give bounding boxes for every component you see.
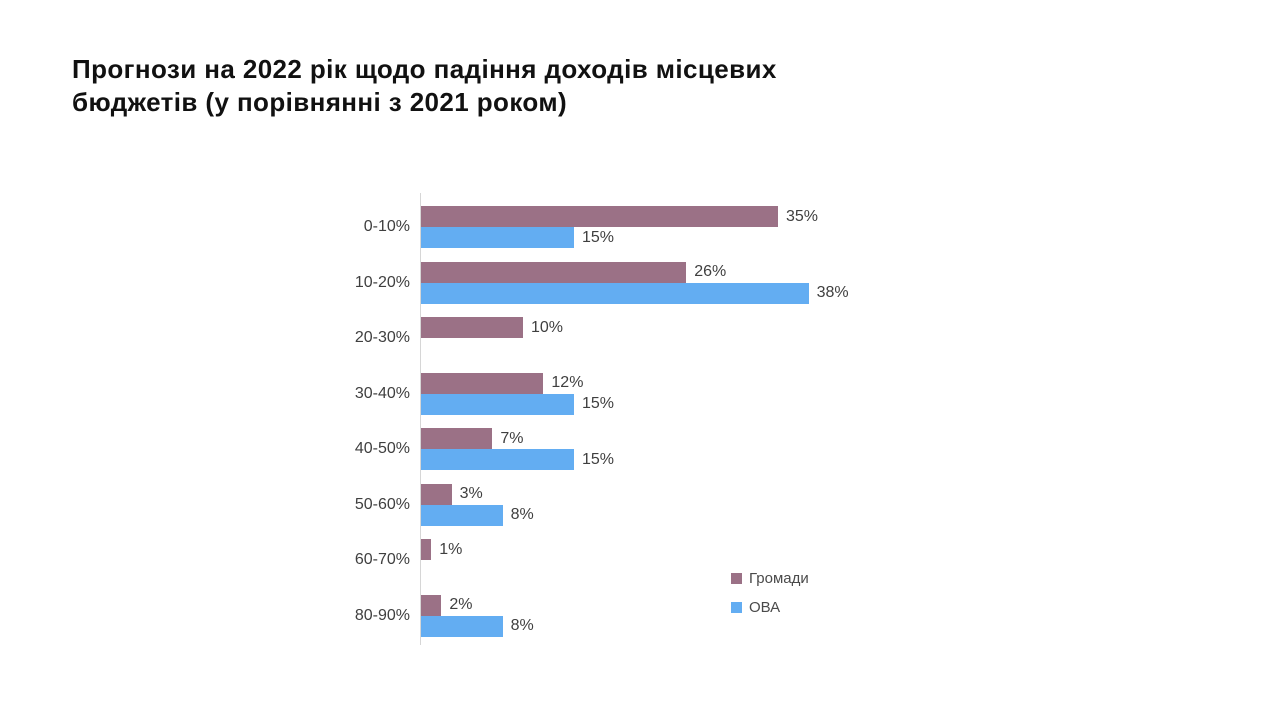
ova-bar-0 xyxy=(421,227,574,248)
chart-title: Прогнози на 2022 рік щодо падіння доході… xyxy=(72,53,777,119)
legend-item-ova: ОВА xyxy=(731,593,809,622)
hromady-bar-0 xyxy=(421,206,778,227)
ova-bar-value-5: 8% xyxy=(510,506,534,524)
hromady-bar-5 xyxy=(421,483,452,505)
legend: Громади ОВА xyxy=(731,564,809,622)
ova-bar-3 xyxy=(421,393,574,415)
y-axis-line xyxy=(420,193,421,645)
ova-bar-4 xyxy=(421,449,574,471)
bar-chart: Громади ОВА 0-10% 35% 15% 10-20% 26% 38% 20-30%… xyxy=(0,193,1280,664)
hromady-bar-1 xyxy=(421,261,687,283)
category-label-6: 60-70% xyxy=(354,551,410,569)
category-label-2: 20-30% xyxy=(354,329,410,347)
chart-title-line-2: бюджетів (у порівнянні з 2021 роком) xyxy=(72,87,568,117)
hromady-bar-6 xyxy=(421,539,432,561)
hromady-bar-2 xyxy=(421,317,523,339)
ova-bar-value-0: 15% xyxy=(582,228,615,246)
ova-bar-5 xyxy=(421,504,503,526)
hromady-bar-value-1: 26% xyxy=(694,263,727,281)
hromady-bar-value-0: 35% xyxy=(786,207,819,225)
legend-swatch-ova xyxy=(731,602,742,613)
category-label-3: 30-40% xyxy=(354,384,410,402)
category-label-0: 0-10% xyxy=(363,218,410,235)
hromady-bar-value-4: 7% xyxy=(500,429,524,447)
chart-title-line-1: Прогнози на 2022 рік щодо падіння доході… xyxy=(72,54,777,84)
category-label-1: 10-20% xyxy=(354,273,410,291)
legend-label-ova: ОВА xyxy=(749,599,781,616)
hromady-bar-value-3: 12% xyxy=(551,374,584,392)
ova-bar-value-7: 8% xyxy=(510,617,534,635)
category-label-7: 80-90% xyxy=(354,606,410,624)
ova-bar-value-3: 15% xyxy=(582,395,615,413)
category-label-5: 50-60% xyxy=(354,495,410,513)
hromady-bar-value-5: 3% xyxy=(459,485,483,503)
legend-label-hromady: Громади xyxy=(749,570,809,587)
legend-item-hromady: Громади xyxy=(731,564,809,593)
ova-bar-7 xyxy=(421,615,503,637)
hromady-bar-3 xyxy=(421,372,544,394)
legend-swatch-hromady xyxy=(731,573,742,584)
hromady-bar-value-6: 1% xyxy=(439,540,463,558)
hromady-bar-value-2: 10% xyxy=(531,318,564,336)
hromady-bar-7 xyxy=(421,594,442,616)
ova-bar-value-4: 15% xyxy=(582,450,615,468)
ova-bar-1 xyxy=(421,282,809,304)
hromady-bar-4 xyxy=(421,428,493,450)
category-label-4: 40-50% xyxy=(354,440,410,458)
hromady-bar-value-7: 2% xyxy=(449,596,473,614)
ova-bar-value-1: 38% xyxy=(816,284,849,302)
